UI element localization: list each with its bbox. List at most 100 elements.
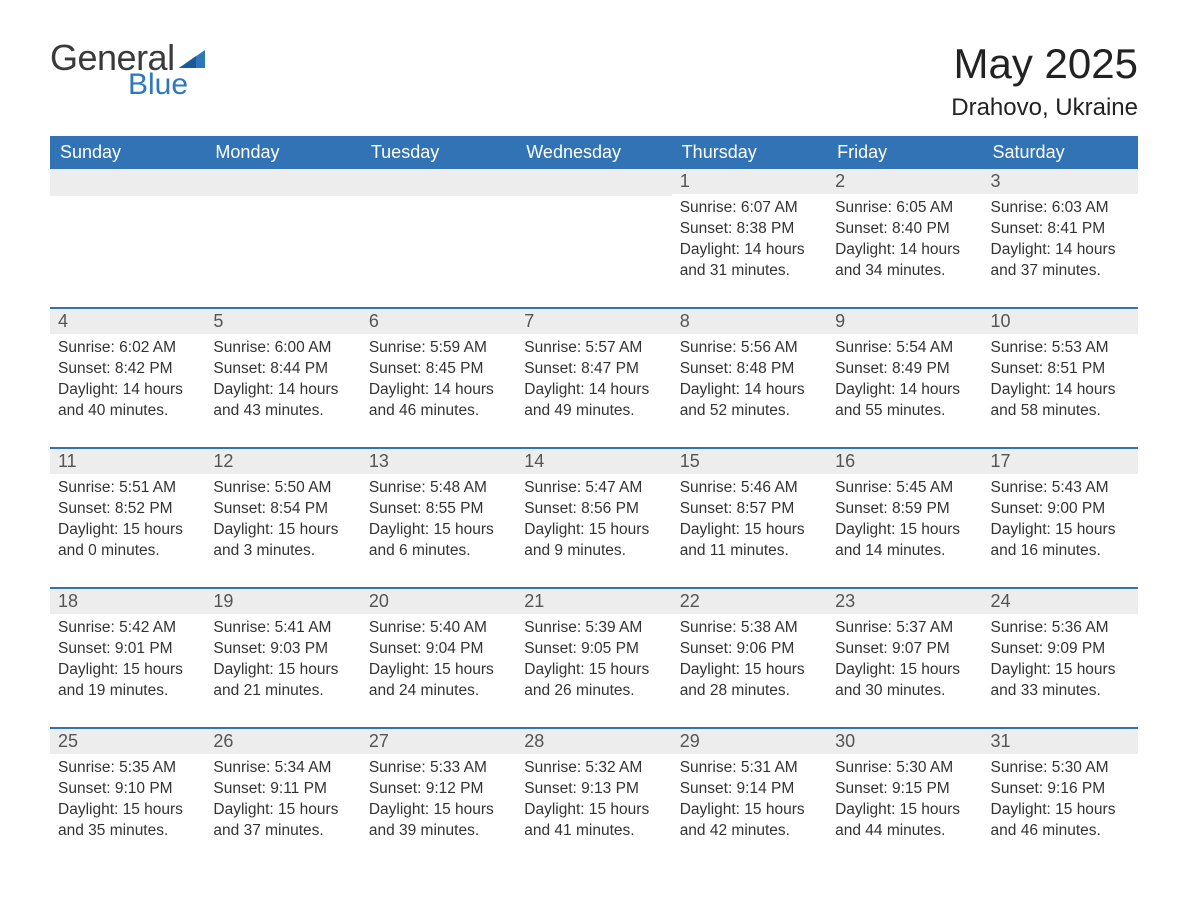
daylight-text: Daylight: 15 hours and 11 minutes.: [680, 520, 819, 562]
day-cell: 21Sunrise: 5:39 AMSunset: 9:05 PMDayligh…: [516, 589, 671, 709]
sunset-text: Sunset: 9:07 PM: [835, 639, 974, 660]
sunrise-text: Sunrise: 6:02 AM: [58, 338, 197, 359]
daylight-text: Daylight: 14 hours and 52 minutes.: [680, 380, 819, 422]
day-number: 7: [516, 309, 671, 334]
day-content: Sunrise: 5:31 AMSunset: 9:14 PMDaylight:…: [672, 754, 827, 848]
day-content: Sunrise: 6:07 AMSunset: 8:38 PMDaylight:…: [672, 194, 827, 288]
sunrise-text: Sunrise: 5:32 AM: [524, 758, 663, 779]
sunset-text: Sunset: 8:44 PM: [213, 359, 352, 380]
day-content: Sunrise: 5:50 AMSunset: 8:54 PMDaylight:…: [205, 474, 360, 568]
day-cell: 7Sunrise: 5:57 AMSunset: 8:47 PMDaylight…: [516, 309, 671, 429]
day-number: 4: [50, 309, 205, 334]
day-cell: 25Sunrise: 5:35 AMSunset: 9:10 PMDayligh…: [50, 729, 205, 849]
day-content: Sunrise: 5:45 AMSunset: 8:59 PMDaylight:…: [827, 474, 982, 568]
day-cell: 15 Sunrise: 5:46 AMSunset: 8:57 PMDayligh…: [672, 449, 827, 569]
sunrise-text: Sunrise: 5:56 AM: [680, 338, 819, 359]
day-content: Sunrise: 6:00 AMSunset: 8:44 PMDaylight:…: [205, 334, 360, 428]
daylight-text: Daylight: 15 hours and 24 minutes.: [369, 660, 508, 702]
day-cell: 3Sunrise: 6:03 AMSunset: 8:41 PMDaylight…: [983, 169, 1138, 289]
day-content: [361, 196, 516, 276]
day-number: 11: [50, 449, 205, 474]
day-number: [205, 169, 360, 196]
daylight-text: Daylight: 15 hours and 21 minutes.: [213, 660, 352, 702]
day-cell: 24Sunrise: 5:36 AMSunset: 9:09 PMDayligh…: [983, 589, 1138, 709]
daylight-text: Daylight: 15 hours and 0 minutes.: [58, 520, 197, 562]
day-cell: 14Sunrise: 5:47 AMSunset: 8:56 PMDayligh…: [516, 449, 671, 569]
sunrise-text: Sunrise: 5:59 AM: [369, 338, 508, 359]
sunset-text: Sunset: 9:04 PM: [369, 639, 508, 660]
sunset-text: Sunset: 8:51 PM: [991, 359, 1130, 380]
sunset-text: Sunset: 8:40 PM: [835, 219, 974, 240]
day-content: [516, 196, 671, 276]
weekday-header: Friday: [827, 136, 982, 169]
sunset-text: Sunset: 8:42 PM: [58, 359, 197, 380]
day-cell: 29Sunrise: 5:31 AMSunset: 9:14 PMDayligh…: [672, 729, 827, 849]
sunset-text: Sunset: 9:11 PM: [213, 779, 352, 800]
day-content: Sunrise: 5:43 AMSunset: 9:00 PMDaylight:…: [983, 474, 1138, 568]
day-cell: 22Sunrise: 5:38 AMSunset: 9:06 PMDayligh…: [672, 589, 827, 709]
day-number: 14: [516, 449, 671, 474]
day-content: [50, 196, 205, 276]
daylight-text: Daylight: 15 hours and 33 minutes.: [991, 660, 1130, 702]
day-cell: 16Sunrise: 5:45 AMSunset: 8:59 PMDayligh…: [827, 449, 982, 569]
day-number: 15: [672, 449, 827, 474]
sunset-text: Sunset: 8:56 PM: [524, 499, 663, 520]
sunset-text: Sunset: 8:54 PM: [213, 499, 352, 520]
day-number: 8: [672, 309, 827, 334]
sunrise-text: Sunrise: 5:39 AM: [524, 618, 663, 639]
sunset-text: Sunset: 8:57 PM: [680, 499, 819, 520]
week-row: 25Sunrise: 5:35 AMSunset: 9:10 PMDayligh…: [50, 727, 1138, 849]
day-number: 17: [983, 449, 1138, 474]
day-content: Sunrise: 5:32 AMSunset: 9:13 PMDaylight:…: [516, 754, 671, 848]
sunrise-text: Sunrise: 5:38 AM: [680, 618, 819, 639]
sunrise-text: Sunrise: 5:42 AM: [58, 618, 197, 639]
daylight-text: Daylight: 14 hours and 31 minutes.: [680, 240, 819, 282]
sunset-text: Sunset: 8:55 PM: [369, 499, 508, 520]
sunrise-text: Sunrise: 5:46 AM: [680, 478, 819, 499]
day-content: Sunrise: 5:57 AMSunset: 8:47 PMDaylight:…: [516, 334, 671, 428]
day-cell: 26Sunrise: 5:34 AMSunset: 9:11 PMDayligh…: [205, 729, 360, 849]
sunset-text: Sunset: 8:45 PM: [369, 359, 508, 380]
day-number: 16: [827, 449, 982, 474]
day-number: 24: [983, 589, 1138, 614]
sunrise-text: Sunrise: 5:45 AM: [835, 478, 974, 499]
sunset-text: Sunset: 9:00 PM: [991, 499, 1130, 520]
weekday-header: Saturday: [983, 136, 1138, 169]
weekday-header: Tuesday: [361, 136, 516, 169]
day-content: Sunrise: 5:30 AMSunset: 9:16 PMDaylight:…: [983, 754, 1138, 848]
day-cell: 1Sunrise: 6:07 AMSunset: 8:38 PMDaylight…: [672, 169, 827, 289]
sunrise-text: Sunrise: 5:30 AM: [835, 758, 974, 779]
day-cell: 12Sunrise: 5:50 AMSunset: 8:54 PMDayligh…: [205, 449, 360, 569]
day-content: Sunrise: 5:51 AMSunset: 8:52 PMDaylight:…: [50, 474, 205, 568]
sunrise-text: Sunrise: 5:35 AM: [58, 758, 197, 779]
day-number: 22: [672, 589, 827, 614]
day-content: Sunrise: 5:35 AMSunset: 9:10 PMDaylight:…: [50, 754, 205, 848]
sunrise-text: Sunrise: 5:30 AM: [991, 758, 1130, 779]
logo: General Blue: [50, 40, 205, 100]
day-content: Sunrise: 5:38 AMSunset: 9:06 PMDaylight:…: [672, 614, 827, 708]
sunrise-text: Sunrise: 5:40 AM: [369, 618, 508, 639]
day-cell: [361, 169, 516, 289]
day-content: Sunrise: 5:39 AMSunset: 9:05 PMDaylight:…: [516, 614, 671, 708]
daylight-text: Daylight: 15 hours and 41 minutes.: [524, 800, 663, 842]
day-cell: 11Sunrise: 5:51 AMSunset: 8:52 PMDayligh…: [50, 449, 205, 569]
day-number: [361, 169, 516, 196]
day-number: 21: [516, 589, 671, 614]
sunset-text: Sunset: 9:06 PM: [680, 639, 819, 660]
logo-word2: Blue: [128, 70, 188, 100]
sunrise-text: Sunrise: 5:53 AM: [991, 338, 1130, 359]
week-row: 1Sunrise: 6:07 AMSunset: 8:38 PMDaylight…: [50, 169, 1138, 289]
sunset-text: Sunset: 8:38 PM: [680, 219, 819, 240]
daylight-text: Daylight: 14 hours and 37 minutes.: [991, 240, 1130, 282]
day-cell: 19Sunrise: 5:41 AMSunset: 9:03 PMDayligh…: [205, 589, 360, 709]
day-number: 25: [50, 729, 205, 754]
weekday-header: Sunday: [50, 136, 205, 169]
day-cell: 6Sunrise: 5:59 AMSunset: 8:45 PMDaylight…: [361, 309, 516, 429]
weekday-header: Thursday: [672, 136, 827, 169]
day-number: [50, 169, 205, 196]
daylight-text: Daylight: 15 hours and 9 minutes.: [524, 520, 663, 562]
day-cell: 9Sunrise: 5:54 AMSunset: 8:49 PMDaylight…: [827, 309, 982, 429]
sunrise-text: Sunrise: 5:37 AM: [835, 618, 974, 639]
sunset-text: Sunset: 9:03 PM: [213, 639, 352, 660]
day-number: 29: [672, 729, 827, 754]
